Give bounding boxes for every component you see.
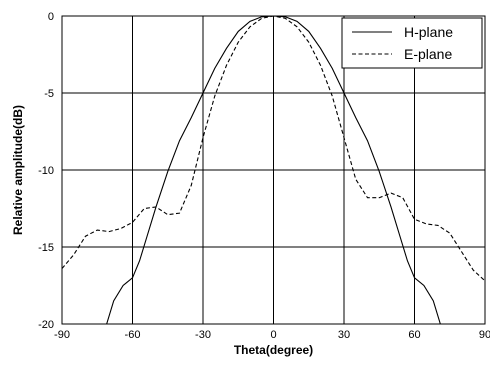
legend-label: H-plane (404, 24, 453, 40)
series-line-h-plane (106, 16, 441, 324)
x-tick-label: 60 (408, 329, 420, 341)
y-tick-label: -15 (38, 242, 54, 254)
x-axis-title: Theta(degree) (234, 343, 313, 357)
x-tick-label: 30 (338, 329, 350, 341)
x-tick-label: 0 (270, 329, 276, 341)
x-tick-label: -60 (125, 329, 141, 341)
y-axis-title: Relative amplitude(dB) (11, 105, 25, 235)
y-tick-label: -20 (38, 319, 54, 331)
x-tick-label: -90 (54, 329, 70, 341)
x-tick-label: -30 (195, 329, 211, 341)
y-tick-label: 0 (48, 11, 54, 23)
y-tick-label: -5 (44, 88, 54, 100)
legend-label: E-plane (404, 46, 452, 62)
x-tick-label: 90 (479, 329, 490, 341)
y-tick-label: -10 (38, 165, 54, 177)
legend-box (341, 17, 483, 69)
